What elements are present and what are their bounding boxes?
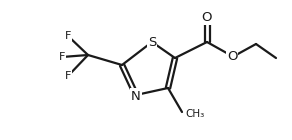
Text: CH₃: CH₃ [185,109,204,119]
Text: F: F [65,31,71,41]
Text: S: S [148,36,156,48]
Text: O: O [202,10,212,24]
Text: O: O [227,50,237,62]
Text: F: F [65,71,71,81]
Text: F: F [59,52,65,62]
Text: N: N [131,89,141,102]
